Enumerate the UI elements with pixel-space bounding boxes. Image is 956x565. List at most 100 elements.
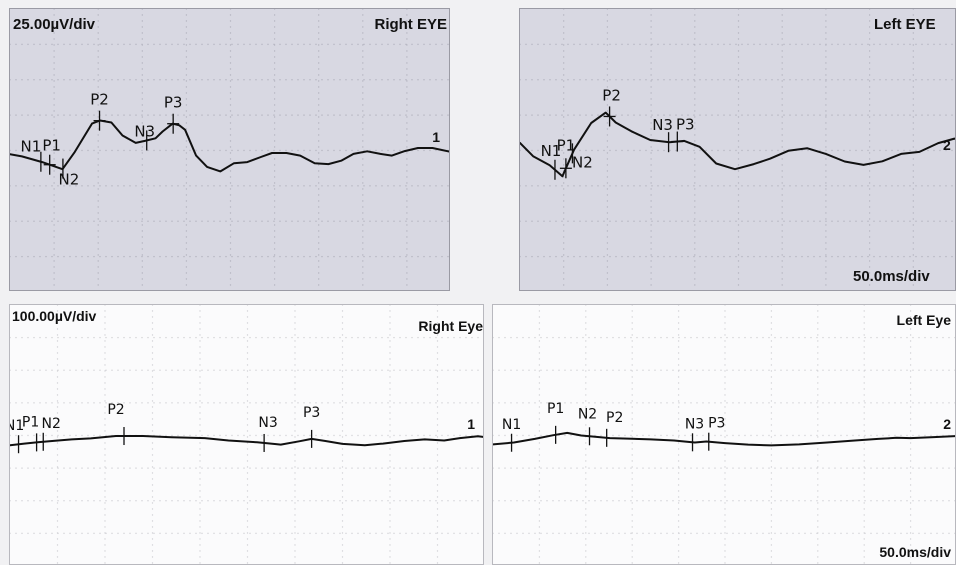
grid-dot — [909, 376, 912, 378]
grid-dot — [558, 402, 560, 404]
grid-dot — [585, 382, 587, 384]
grid-dot — [294, 490, 296, 492]
grid-dot — [53, 134, 55, 136]
grid-dot — [650, 170, 652, 172]
grid-dot — [291, 149, 293, 152]
grid-dot — [720, 336, 722, 339]
grid-dot — [825, 185, 827, 187]
grid-dot — [882, 532, 884, 535]
grid-dot — [267, 220, 269, 222]
grid-dot — [879, 149, 881, 152]
grid-dot — [694, 194, 696, 196]
grid-dot — [863, 466, 865, 468]
grid-dot — [406, 248, 408, 250]
grid-dot — [294, 562, 296, 564]
grid-dot — [528, 467, 530, 469]
grid-dot — [720, 434, 722, 437]
grid-dot — [45, 369, 47, 371]
grid-dot — [768, 402, 770, 404]
grid-dot — [636, 434, 638, 437]
grid-dot — [362, 134, 364, 136]
grid-dot — [185, 140, 188, 142]
grid-dot — [724, 502, 726, 504]
grid-dot — [631, 550, 633, 552]
grid-dot — [579, 43, 581, 46]
grid-dot — [341, 400, 344, 402]
grid-dot — [362, 278, 364, 280]
grid-dot — [639, 43, 641, 46]
grid-dot — [609, 255, 611, 258]
grid-dot — [417, 185, 419, 187]
grid-dot — [147, 255, 149, 258]
grid-dot — [817, 538, 819, 540]
grid-dot — [606, 532, 608, 535]
grid-dot — [588, 500, 590, 502]
grid-dot — [93, 500, 95, 502]
grid-dot — [267, 402, 269, 404]
grid-dot — [321, 532, 323, 535]
grid-dot — [726, 336, 728, 339]
grid-dot — [429, 532, 431, 535]
grid-dot — [315, 467, 317, 469]
grid-dot — [720, 402, 722, 404]
grid-dot — [792, 369, 794, 371]
grid-dot — [520, 114, 521, 116]
grid-dot — [351, 255, 353, 258]
grid-dot — [246, 532, 249, 534]
grid-dot — [684, 402, 686, 404]
grid-dot — [924, 434, 926, 437]
grid-dot — [597, 185, 599, 187]
grid-dot — [362, 86, 364, 88]
grid-dot — [677, 316, 680, 318]
grid-dot — [631, 388, 633, 390]
grid-dot — [219, 255, 221, 258]
grid-dot — [56, 538, 59, 540]
grid-dot — [639, 220, 641, 222]
grid-dot — [817, 305, 819, 306]
grid-dot — [237, 500, 239, 502]
grid-dot — [694, 74, 696, 76]
grid-dot — [56, 394, 59, 396]
grid-dot — [737, 182, 740, 184]
grid-dot — [906, 369, 908, 371]
grid-dot — [650, 212, 652, 214]
grid-dot — [97, 182, 99, 184]
grid-dot — [585, 358, 587, 360]
grid-dot — [675, 114, 677, 116]
grid-dot — [585, 412, 587, 414]
grid-dot — [279, 434, 281, 437]
grid-dot — [564, 369, 566, 371]
grid-dot — [151, 316, 154, 318]
grid-dot — [387, 79, 389, 81]
grid-dot — [177, 185, 179, 187]
grid-dot — [199, 556, 201, 558]
grid-dot — [606, 170, 609, 172]
grid-dot — [53, 20, 55, 22]
grid-dot — [229, 50, 232, 52]
grid-dot — [921, 79, 923, 81]
grid-dot — [165, 532, 167, 535]
grid-dot — [681, 114, 683, 116]
grid-dot — [69, 114, 71, 116]
grid-dot — [770, 532, 773, 534]
grid-dot — [291, 369, 293, 371]
grid-dot — [327, 114, 329, 116]
grid-dot — [915, 79, 917, 81]
peak-label-n3: N3 — [685, 416, 704, 432]
grid-dot — [21, 336, 23, 339]
grid-dot — [201, 434, 203, 437]
grid-dot — [737, 86, 740, 88]
grid-dot — [863, 556, 865, 558]
grid-dot — [621, 114, 623, 116]
grid-dot — [681, 43, 683, 46]
grid-dot — [97, 194, 99, 196]
grid-dot — [75, 532, 77, 535]
grid-dot — [855, 43, 857, 46]
grid-dot — [165, 336, 167, 339]
grid-dot — [650, 230, 652, 232]
grid-dot — [303, 532, 305, 535]
grid-dot — [534, 369, 536, 371]
grid-dot — [564, 336, 566, 339]
grid-dot — [81, 532, 83, 535]
grid-dot — [868, 68, 871, 70]
